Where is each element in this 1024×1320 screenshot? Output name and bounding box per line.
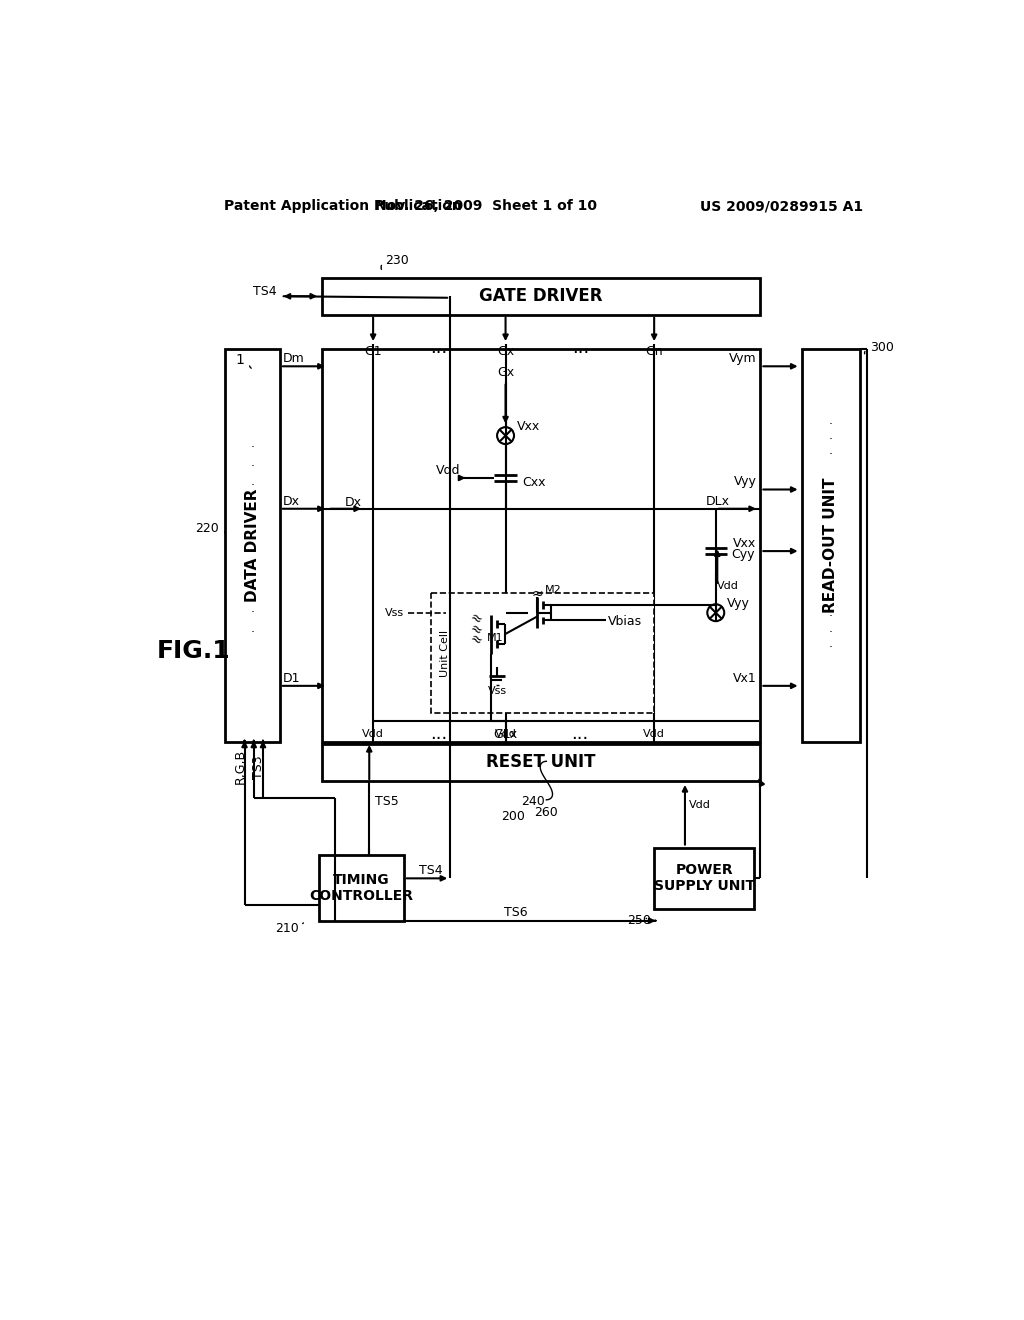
Bar [802, 350, 860, 742]
Text: Nov. 26, 2009  Sheet 1 of 10: Nov. 26, 2009 Sheet 1 of 10 [376, 199, 597, 213]
Text: Vym: Vym [729, 352, 757, 366]
Text: .: . [250, 622, 254, 635]
Bar [322, 277, 761, 314]
Text: ...: ... [430, 339, 447, 356]
Text: Patent Application Publication: Patent Application Publication [224, 199, 462, 213]
Text: .: . [828, 622, 833, 635]
Text: Vyy: Vyy [733, 475, 757, 488]
Text: .: . [828, 638, 833, 649]
Text: 230: 230 [385, 255, 409, 268]
Text: .: . [250, 602, 254, 615]
Text: READ-OUT UNIT: READ-OUT UNIT [823, 478, 839, 614]
Text: ≈: ≈ [467, 620, 484, 639]
Text: Vyy: Vyy [727, 597, 751, 610]
Text: ...: ... [572, 339, 590, 356]
Text: Vx1: Vx1 [733, 672, 757, 685]
Text: 250: 250 [627, 915, 650, 927]
Text: .: . [250, 475, 254, 488]
Text: Vbias: Vbias [608, 615, 642, 628]
Text: TS6: TS6 [504, 907, 527, 920]
Bar [431, 594, 654, 713]
Text: ≈: ≈ [467, 610, 484, 628]
Text: Cxx: Cxx [522, 477, 546, 490]
Text: Dx: Dx [283, 495, 300, 508]
Text: 300: 300 [869, 341, 894, 354]
Text: Vdd: Vdd [435, 463, 460, 477]
Text: TS3: TS3 [252, 755, 265, 779]
Text: DATA DRIVER: DATA DRIVER [245, 488, 260, 602]
Text: .: . [250, 583, 254, 597]
Text: Vss: Vss [385, 607, 403, 618]
Text: .: . [250, 455, 254, 469]
Text: Vdd: Vdd [689, 800, 711, 810]
Text: 260: 260 [535, 807, 558, 820]
Text: 220: 220 [196, 521, 219, 535]
Text: ...: ... [430, 726, 447, 743]
Text: Vdd: Vdd [643, 730, 666, 739]
Text: TS4: TS4 [253, 285, 276, 298]
Text: US 2009/0289915 A1: US 2009/0289915 A1 [700, 199, 863, 213]
Text: 200: 200 [502, 810, 525, 824]
Text: D1: D1 [283, 672, 300, 685]
Text: .: . [828, 413, 833, 426]
Text: ...: ... [570, 726, 588, 743]
Text: Vdd: Vdd [717, 581, 739, 591]
Text: .: . [250, 437, 254, 450]
Text: M1: M1 [487, 634, 504, 643]
Text: 210: 210 [274, 921, 298, 935]
Text: 240: 240 [521, 795, 545, 808]
Bar [224, 350, 280, 742]
Text: RESET UNIT: RESET UNIT [486, 754, 596, 771]
Bar [319, 855, 403, 921]
Text: POWER
SUPPLY UNIT: POWER SUPPLY UNIT [653, 863, 755, 894]
Text: Dm: Dm [283, 352, 305, 366]
Text: .: . [828, 606, 833, 619]
Text: Gn: Gn [645, 345, 663, 358]
Text: R,G,B: R,G,B [234, 750, 247, 784]
Text: G1: G1 [365, 345, 382, 358]
Text: M2: M2 [545, 585, 561, 594]
Text: 1: 1 [236, 354, 245, 367]
Text: GLx: GLx [494, 727, 517, 741]
Text: FIG.1: FIG.1 [157, 639, 230, 663]
Text: GATE DRIVER: GATE DRIVER [479, 288, 603, 305]
Text: Vxx: Vxx [733, 537, 757, 550]
Text: ≈: ≈ [467, 631, 484, 649]
Text: TIMING
CONTROLLER: TIMING CONTROLLER [309, 873, 414, 903]
Bar [322, 743, 761, 780]
Text: Vxx: Vxx [517, 420, 541, 433]
Text: Gx: Gx [497, 345, 514, 358]
Text: TS5: TS5 [376, 795, 399, 808]
Text: Gx: Gx [497, 366, 514, 379]
Text: .: . [828, 445, 833, 458]
Text: Vdd: Vdd [495, 730, 516, 739]
Text: .: . [828, 429, 833, 442]
Text: Vdd: Vdd [362, 730, 384, 739]
Bar [654, 847, 755, 909]
Text: Vss: Vss [487, 686, 507, 696]
Text: ≈: ≈ [531, 586, 543, 601]
Text: DLx: DLx [706, 495, 730, 508]
Text: Dx: Dx [345, 496, 361, 510]
Text: Unit Cell: Unit Cell [439, 630, 450, 677]
Text: Cyy: Cyy [731, 548, 755, 561]
Bar [322, 350, 761, 742]
Text: TS4: TS4 [419, 865, 442, 878]
